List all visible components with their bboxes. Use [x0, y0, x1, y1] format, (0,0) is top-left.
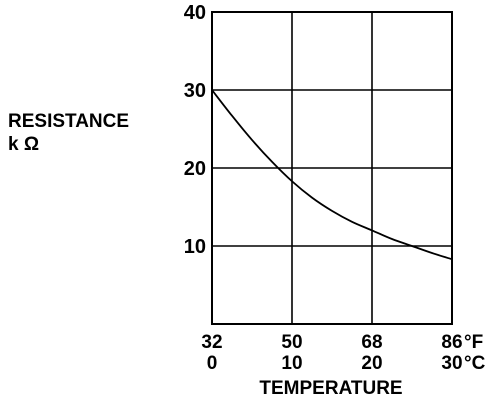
x-tick-label-fahrenheit: 32: [201, 332, 222, 353]
y-tick-label: 20: [184, 158, 206, 180]
plot-frame: [211, 11, 453, 325]
x-axis-label: TEMPERATURE: [259, 378, 402, 399]
y-tick-label: 40: [184, 2, 206, 24]
y-axis-unit-label: k Ω: [8, 134, 39, 155]
grid-layer: [212, 12, 452, 324]
x-tick-label-fahrenheit: 50: [281, 332, 302, 353]
y-tick-labels: 10 20 30 40: [184, 2, 206, 258]
x-tick-label-celsius: 30: [441, 353, 462, 374]
y-tick-label: 10: [184, 236, 206, 258]
fahrenheit-unit-label: °F: [464, 332, 483, 353]
y-axis-label: RESISTANCE: [8, 111, 129, 132]
x-tick-label-fahrenheit: 86: [441, 332, 462, 353]
x-tick-label-celsius: 0: [207, 353, 218, 374]
x-tick-label-fahrenheit: 68: [361, 332, 382, 353]
y-tick-label: 30: [184, 80, 206, 102]
x-tick-label-celsius: 10: [281, 353, 302, 374]
x-tick-label-celsius: 20: [361, 353, 382, 374]
series-layer: [211, 89, 453, 261]
plot-border: [211, 11, 453, 325]
celsius-unit-label: °C: [464, 353, 486, 374]
resistance-curve: [211, 89, 453, 261]
